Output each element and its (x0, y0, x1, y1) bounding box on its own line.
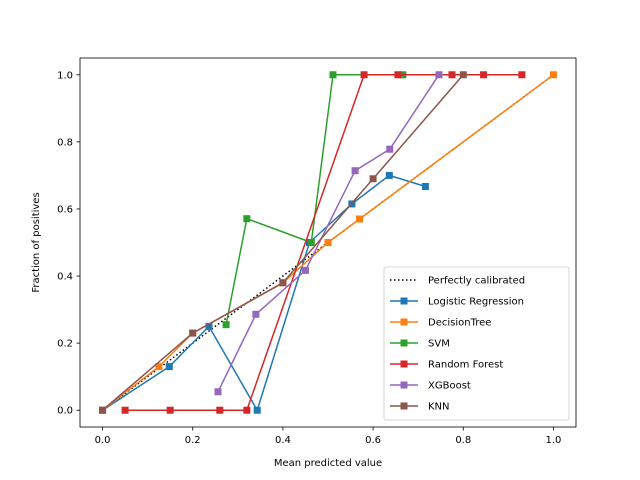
x-tick-label: 0.6 (365, 435, 381, 446)
legend-marker-knn (400, 402, 408, 410)
data-point-xgboost (435, 71, 443, 79)
data-point-random-forest (360, 71, 368, 79)
data-point-random-forest (394, 71, 402, 79)
x-tick-label: 0.2 (185, 435, 201, 446)
data-point-xgboost (252, 310, 260, 318)
data-point-random-forest (216, 406, 224, 414)
series-knn (99, 71, 467, 414)
y-tick-label: 0.0 (57, 406, 73, 417)
legend-entry-random-forest: Random Forest (390, 360, 503, 371)
data-point-xgboost (301, 266, 309, 274)
legend-label-perfectly-calibrated: Perfectly calibrated (428, 276, 525, 287)
data-point-knn (99, 406, 107, 414)
series-line-xgboost (217, 74, 440, 393)
data-point-random-forest (166, 406, 174, 414)
legend-marker-random-forest (400, 360, 408, 368)
data-point-decisiontree (356, 215, 364, 223)
legend-label-xgboost: XGBoost (428, 381, 471, 392)
data-point-random-forest (480, 71, 488, 79)
y-tick-label: 0.2 (57, 339, 73, 350)
legend-marker-logistic-regression (400, 297, 408, 305)
legend-label-decisiontree: DecisionTree (428, 318, 491, 329)
data-point-svm (243, 215, 251, 223)
series-line-logistic-regression (102, 174, 426, 411)
legend-entry-svm: SVM (390, 339, 450, 350)
x-tick-label: 0.4 (275, 435, 291, 446)
legend-box (383, 266, 570, 421)
data-point-logistic-regression (385, 171, 393, 179)
legend-label-knn: KNN (428, 402, 450, 413)
data-point-knn (459, 71, 467, 79)
data-point-xgboost (386, 145, 394, 153)
data-point-random-forest (448, 71, 456, 79)
y-axis-label: Fraction of positives (31, 192, 42, 292)
data-point-knn (279, 279, 287, 287)
data-point-svm (222, 321, 230, 329)
legend-label-random-forest: Random Forest (428, 360, 503, 371)
data-point-decisiontree (155, 363, 163, 371)
data-point-knn (369, 175, 377, 183)
data-point-logistic-regression (253, 406, 261, 414)
legend-marker-decisiontree (400, 318, 408, 326)
x-tick-label: 1.0 (546, 435, 562, 446)
x-axis-label: Mean predicted value (274, 458, 382, 469)
legend-marker-svm (400, 339, 408, 347)
data-point-logistic-regression (165, 363, 173, 371)
data-point-random-forest (243, 406, 251, 414)
series-layer (99, 71, 557, 414)
data-point-xgboost (351, 167, 359, 175)
data-point-decisiontree (324, 239, 332, 246)
data-point-random-forest (121, 406, 129, 414)
plot-frame (79, 57, 577, 428)
data-point-decisiontree (549, 71, 557, 79)
data-point-knn (189, 329, 197, 337)
legend-label-svm: SVM (428, 339, 450, 350)
y-axis: 0.0 0.2 0.4 0.6 0.8 1.0 (57, 70, 80, 417)
data-point-logistic-regression (421, 182, 429, 190)
x-tick-label: 0.0 (95, 435, 111, 446)
data-point-random-forest (518, 71, 526, 79)
series-xgboost (214, 71, 443, 396)
y-tick-label: 0.4 (57, 272, 73, 283)
y-tick-label: 0.8 (57, 137, 73, 148)
x-axis: 0.0 0.2 0.4 0.6 0.8 1.0 (95, 427, 562, 446)
y-tick-label: 0.6 (57, 204, 73, 215)
x-tick-label: 0.8 (455, 435, 471, 446)
series-random-forest (121, 71, 526, 414)
data-point-xgboost (214, 388, 222, 396)
legend-entry-perfectly-calibrated: Perfectly calibrated (390, 276, 525, 287)
data-point-svm (329, 71, 337, 79)
legend-entry-knn: KNN (390, 402, 450, 413)
legend-label-logistic-regression: Logistic Regression (428, 297, 524, 308)
legend-entry-decisiontree: DecisionTree (390, 318, 491, 329)
legend-marker-xgboost (400, 381, 408, 389)
legend-entry-logistic-regression: Logistic Regression (390, 297, 524, 308)
data-point-logistic-regression (205, 322, 213, 330)
legend: Perfectly calibrated Logistic Regression D… (383, 266, 570, 421)
legend-entry-xgboost: XGBoost (390, 381, 471, 392)
y-tick-label: 1.0 (57, 70, 73, 81)
data-point-svm (307, 239, 315, 246)
